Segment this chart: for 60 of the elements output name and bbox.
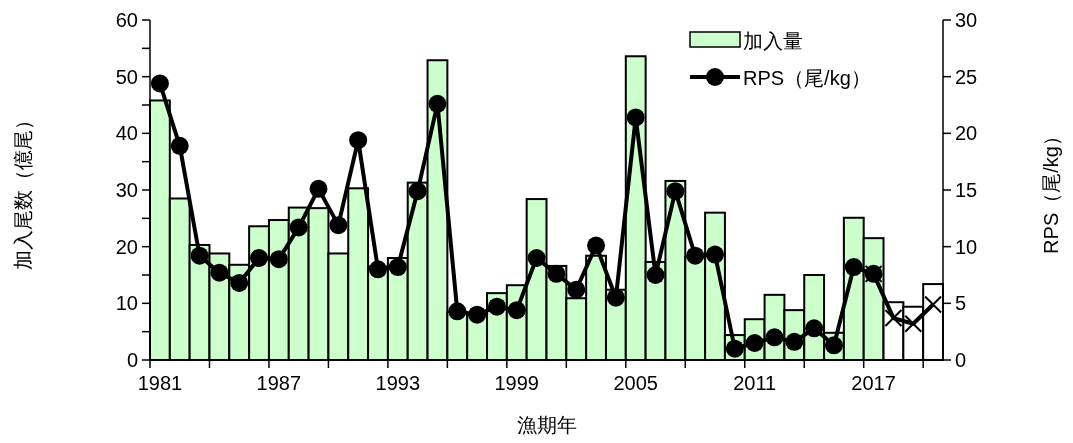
point xyxy=(805,319,824,338)
point xyxy=(448,302,467,321)
point xyxy=(527,249,546,267)
y-tick-label: 30 xyxy=(115,179,138,201)
point xyxy=(547,264,566,283)
point xyxy=(626,108,645,127)
point xyxy=(507,301,526,320)
point xyxy=(309,179,328,198)
point xyxy=(190,246,209,265)
point xyxy=(289,218,308,237)
y-tick-label: 0 xyxy=(126,349,138,371)
x-tick-label: 2011 xyxy=(733,372,777,394)
point xyxy=(765,328,784,347)
point xyxy=(388,258,407,277)
y-axis-title: 加入尾数（億尾） xyxy=(12,110,34,270)
y-tick-label: 50 xyxy=(115,65,138,88)
point xyxy=(250,249,269,267)
point xyxy=(587,236,606,255)
y2-tick-label: 0 xyxy=(955,349,967,371)
y-tick-label: 40 xyxy=(115,122,138,145)
y2-tick-label: 30 xyxy=(955,9,978,31)
point xyxy=(844,258,863,277)
point xyxy=(567,280,586,299)
point xyxy=(329,216,348,235)
point xyxy=(428,94,447,113)
point xyxy=(606,288,625,307)
y2-tick-label: 5 xyxy=(955,292,967,315)
point xyxy=(666,182,685,201)
point xyxy=(368,260,387,279)
point xyxy=(408,182,427,201)
point xyxy=(487,297,506,316)
y-tick-label: 60 xyxy=(115,9,138,31)
point xyxy=(170,136,189,155)
point xyxy=(884,309,903,328)
y2-tick-label: 25 xyxy=(955,65,978,88)
x-tick-label: 1993 xyxy=(375,372,421,394)
point xyxy=(924,295,943,314)
point xyxy=(706,245,725,264)
y-tick-label: 10 xyxy=(115,292,138,315)
legend-label: 加入量 xyxy=(743,30,803,52)
point xyxy=(230,273,249,292)
x-tick-label: 1999 xyxy=(494,372,540,394)
point xyxy=(210,263,229,282)
y2-axis-title: RPS（尾/kg） xyxy=(1040,126,1062,254)
x-axis-title: 漁期年 xyxy=(516,414,577,436)
y2-tick-label: 15 xyxy=(955,179,978,201)
y2-tick-label: 20 xyxy=(955,122,978,145)
y2-tick-label: 10 xyxy=(955,235,978,258)
point xyxy=(686,246,705,265)
point xyxy=(150,74,169,93)
point xyxy=(468,305,487,324)
x-tick-label: 2017 xyxy=(851,372,896,394)
x-tick-label: 1987 xyxy=(256,372,302,394)
x-tick-label: 1981 xyxy=(137,372,183,394)
point xyxy=(349,131,368,150)
point xyxy=(269,250,288,269)
legend-label: RPS（尾/kg） xyxy=(743,67,871,89)
point xyxy=(646,266,665,284)
x-tick-label: 2005 xyxy=(613,372,658,394)
y-tick-label: 20 xyxy=(115,235,138,258)
